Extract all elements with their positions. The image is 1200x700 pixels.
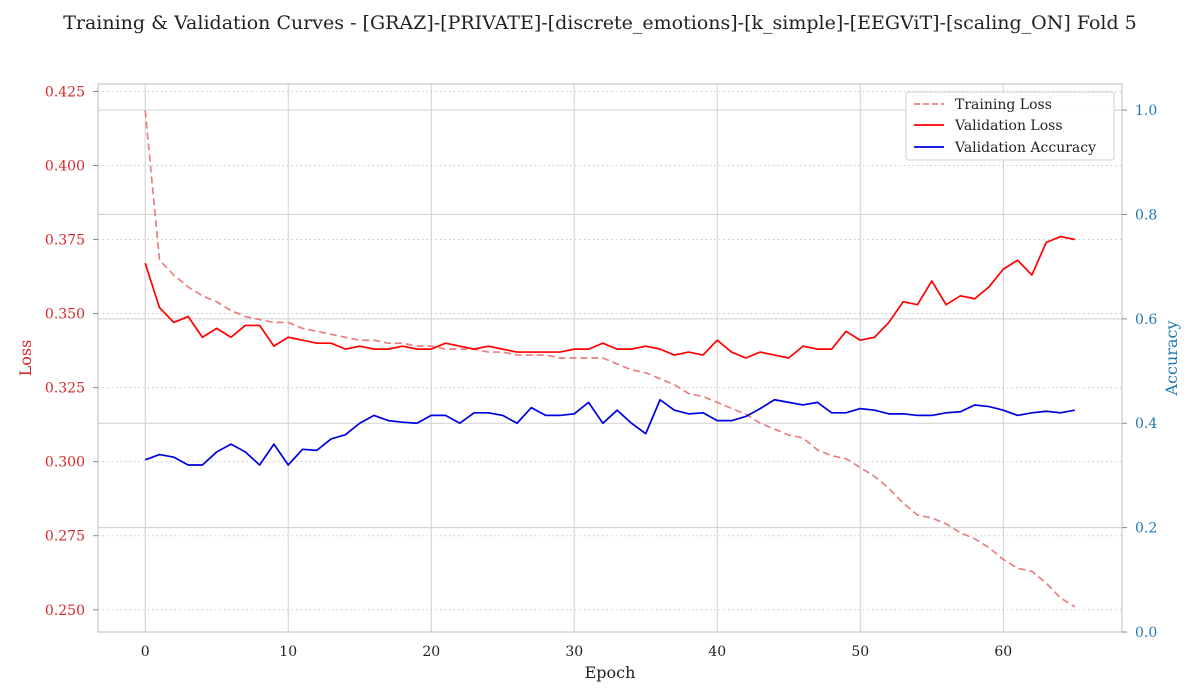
left-tick-label: 0.300 [45, 455, 85, 471]
left-tick-label: 0.275 [45, 529, 85, 545]
left-axis: 0.250 0.275 0.300 0.325 0.350 0.375 0.400 0.425 [45, 84, 98, 619]
x-tick-label: 30 [565, 644, 583, 660]
x-tick-label: 0 [141, 644, 150, 660]
x-tick-label: 20 [422, 644, 440, 660]
right-tick-label: 0.8 [1135, 207, 1157, 223]
left-tick-label: 0.325 [45, 381, 85, 397]
legend: Training Loss Validation Loss Validation… [905, 91, 1115, 161]
series-line-validation-accuracy [144, 398, 1075, 466]
left-axis-label: Loss [16, 340, 35, 377]
right-tick-label: 0.6 [1135, 312, 1157, 328]
left-tick-label: 0.400 [45, 158, 85, 174]
x-tick-label: 10 [279, 644, 297, 660]
left-tick-label: 0.250 [45, 603, 85, 619]
series-line-validation-loss [144, 235, 1075, 359]
chart-title: Training & Validation Curves - [GRAZ]-[P… [63, 12, 1137, 34]
legend-label-training-loss: Training Loss [955, 97, 1052, 113]
left-tick-label: 0.375 [45, 233, 85, 249]
x-axis: 0 10 20 30 40 50 60 [141, 644, 1012, 660]
right-axis: 0.0 0.2 0.4 0.6 0.8 1.0 [1122, 103, 1157, 641]
series-layer [144, 110, 1076, 608]
right-tick-label: 0.2 [1135, 521, 1157, 537]
series-line-training-loss [144, 110, 1076, 608]
right-tick-label: 0.0 [1135, 625, 1157, 641]
right-axis-label: Accuracy [1162, 321, 1181, 397]
right-tick-label: 0.4 [1135, 416, 1157, 432]
right-tick-label: 1.0 [1135, 103, 1157, 119]
grid [98, 84, 1122, 633]
x-tick-label: 50 [851, 644, 869, 660]
legend-label-validation-accuracy: Validation Accuracy [954, 140, 1096, 156]
plot-frame [97, 83, 1123, 633]
legend-label-validation-loss: Validation Loss [954, 118, 1063, 134]
x-tick-label: 60 [994, 644, 1012, 660]
x-axis-label: Epoch [585, 663, 636, 682]
left-tick-label: 0.425 [45, 84, 85, 100]
left-tick-label: 0.350 [45, 307, 85, 323]
x-tick-label: 40 [708, 644, 726, 660]
legend-box [905, 91, 1115, 161]
